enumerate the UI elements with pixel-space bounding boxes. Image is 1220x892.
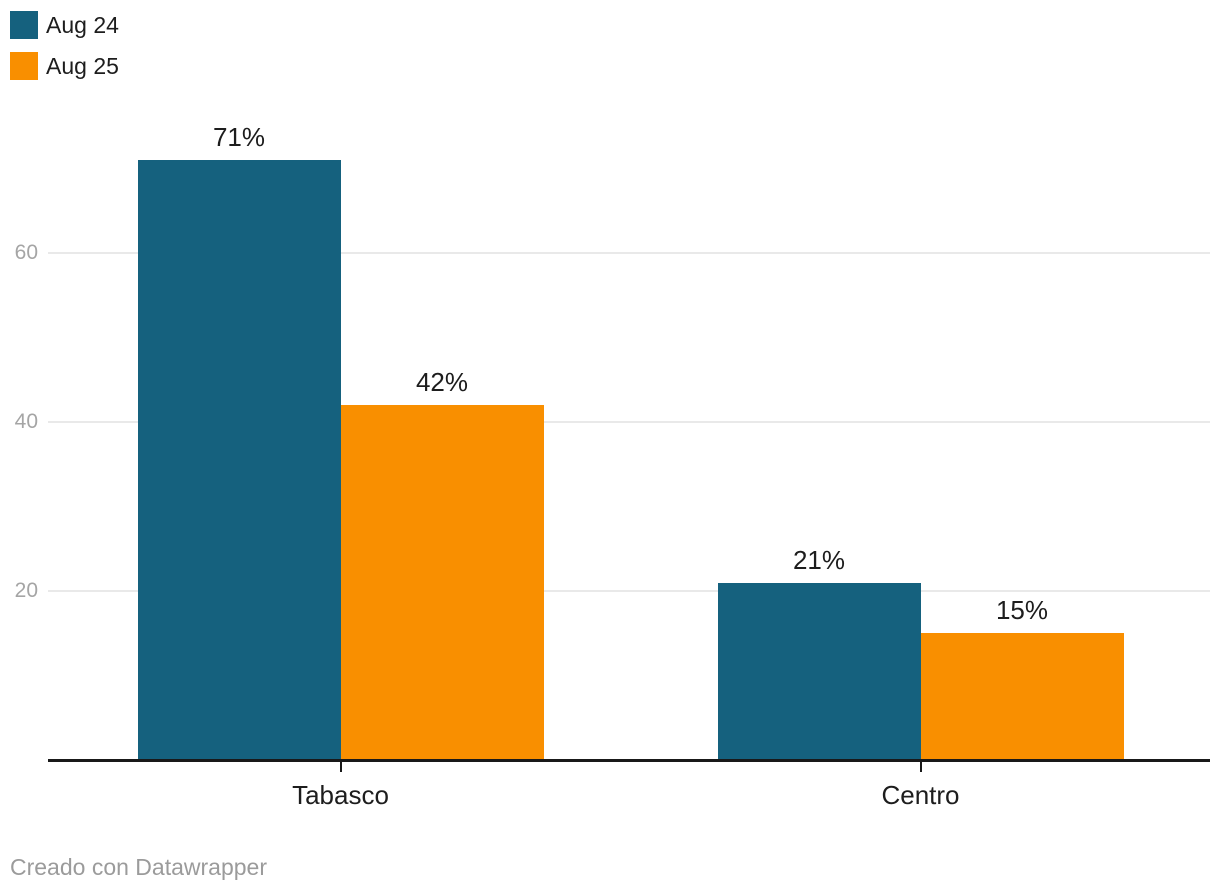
value-label-aug-25-centro: 15% — [995, 595, 1049, 626]
x-axis-line — [48, 759, 1210, 762]
gridline-60 — [48, 252, 1210, 254]
legend-label-aug25: Aug 25 — [46, 53, 119, 79]
bar-aug-24-centro — [717, 582, 921, 760]
ytick-label-20: 20 — [14, 579, 38, 602]
bar-aug-24-tabasco — [137, 160, 341, 760]
category-label-tabasco: Tabasco — [292, 780, 389, 810]
value-label-aug-25-tabasco: 42% — [415, 367, 469, 398]
legend-swatch-aug24 — [10, 11, 38, 39]
gridline-40 — [48, 421, 1210, 423]
ytick-label-60: 60 — [14, 241, 38, 264]
ytick-label-40: 40 — [14, 410, 38, 433]
legend-label-aug24: Aug 24 — [46, 12, 119, 38]
legend-item-aug24: Aug 24 — [10, 11, 119, 39]
bar-aug-25-centro — [920, 633, 1124, 760]
category-tick-tabasco — [339, 761, 342, 772]
legend-swatch-aug25 — [10, 52, 38, 80]
category-label-centro: Centro — [881, 780, 960, 810]
value-label-aug-24-tabasco: 71% — [212, 122, 266, 153]
category-tick-centro — [919, 761, 922, 772]
legend: Aug 24 Aug 25 — [10, 11, 119, 93]
credit-line: Creado con Datawrapper — [10, 854, 267, 880]
legend-item-aug25: Aug 25 — [10, 52, 119, 80]
value-label-aug-24-centro: 21% — [792, 544, 846, 575]
bar-aug-25-tabasco — [340, 405, 544, 760]
gridline-20 — [48, 590, 1210, 592]
